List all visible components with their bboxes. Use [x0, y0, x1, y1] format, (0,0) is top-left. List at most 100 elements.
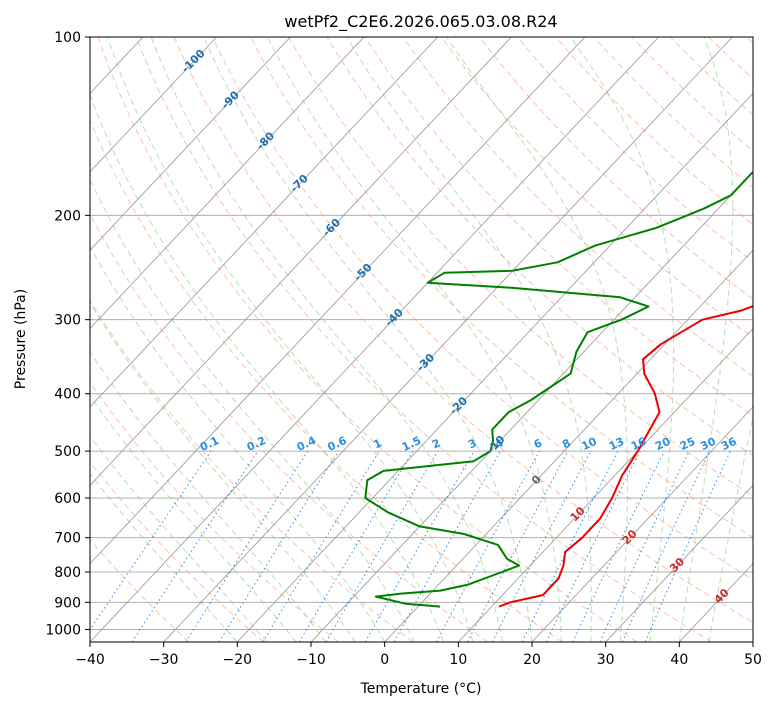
- y-tick-label: 700: [54, 531, 81, 547]
- mixing-ratio-line: [262, 450, 380, 642]
- dry-adiabat-line: [90, 538, 190, 642]
- mixing-ratio-line: [131, 450, 259, 642]
- x-tick-label: 30: [597, 652, 615, 668]
- isotherm-line: [457, 327, 753, 642]
- mixing-ratio-label: 30: [698, 435, 718, 453]
- x-tick-label: −10: [296, 652, 326, 668]
- dry-adiabat-line: [402, 37, 753, 377]
- isotherm-line: [90, 37, 660, 642]
- moist-adiabat-line: [90, 301, 356, 642]
- temperature-profile-line: [498, 305, 753, 608]
- dry-adiabat-line: [669, 37, 753, 116]
- moist-adiabat-line: [90, 394, 297, 642]
- y-tick-label: 400: [54, 387, 81, 403]
- dry-adiabat-line: [746, 37, 753, 44]
- isotherm-line: [90, 37, 291, 251]
- dry-adiabat-line: [440, 37, 753, 339]
- x-tick-label: −20: [223, 652, 253, 668]
- isotherm-line: [384, 249, 753, 642]
- moist-adiabat-line: [90, 350, 327, 642]
- x-tick-label: −40: [75, 652, 105, 668]
- mixing-ratio-line: [364, 450, 475, 642]
- isotherm-line: [310, 171, 753, 642]
- mixing-ratio-line: [90, 450, 212, 631]
- mixing-ratio-line: [545, 450, 641, 642]
- moist-adiabat-lines: [90, 37, 753, 642]
- moist-adiabat-line: [346, 37, 592, 642]
- dry-adiabat-line: [593, 37, 753, 189]
- isotherm-line: [90, 37, 512, 486]
- moist-adiabat-line: [570, 37, 675, 642]
- moist-adiabat-line: [107, 37, 474, 642]
- x-tick-label: 0: [380, 652, 389, 668]
- mixing-ratio-label: 36: [719, 435, 739, 453]
- isotherm-lines: [0, 37, 753, 642]
- mixing-ratio-label: 6: [532, 436, 545, 451]
- dry-adiabat-line: [97, 37, 638, 642]
- chart-title: wetPf2_C2E6.2026.065.03.08.R24: [284, 12, 557, 32]
- y-tick-label: 100: [54, 30, 81, 46]
- dry-adiabat-line: [250, 37, 753, 538]
- plot-frame: [89, 36, 754, 643]
- mixing-ratio-label: 20: [653, 435, 673, 453]
- x-tick-label: 10: [449, 652, 467, 668]
- mixing-ratio-line: [185, 450, 309, 642]
- dry-adiabat-line: [631, 37, 753, 152]
- dry-adiabat-line: [135, 37, 712, 642]
- x-tick-label: 20: [523, 652, 541, 668]
- isotherm-line: [90, 37, 365, 330]
- moist-adiabat-line: [90, 94, 445, 642]
- moist-adiabat-line: [90, 245, 386, 642]
- y-tick-label: 600: [54, 491, 81, 507]
- dry-adiabat-lines: [90, 37, 753, 642]
- y-axis-label: Pressure (hPa): [13, 289, 29, 389]
- dry-adiabat-line: [173, 37, 753, 624]
- dry-adiabat-line: [90, 213, 488, 642]
- isotherm-line: [236, 92, 753, 642]
- isotherm-line: [605, 484, 753, 642]
- mixing-ratio-line: [298, 450, 414, 642]
- moist-adiabat-line: [708, 414, 753, 642]
- moist-adiabat-line: [267, 37, 562, 642]
- mixing-ratio-line: [467, 450, 569, 642]
- x-tick-label: −30: [149, 652, 179, 668]
- isotherm-line: [90, 37, 439, 408]
- mixing-ratio-label: 10: [580, 435, 600, 453]
- y-axis-ticks: 100 200 300 400 500 600 700 800 900 1000: [45, 30, 90, 638]
- x-tick-label: 50: [744, 652, 762, 668]
- y-tick-label: 200: [54, 208, 81, 224]
- moist-adiabat-line: [446, 37, 628, 642]
- mixing-ratio-line: [325, 450, 439, 642]
- x-tick-label: 40: [670, 652, 688, 668]
- isotherm-line: [0, 37, 69, 642]
- y-tick-label: 300: [54, 313, 81, 329]
- mixing-ratio-label: 16: [629, 435, 649, 453]
- dry-adiabat-line: [90, 299, 414, 642]
- dry-adiabat-line: [326, 37, 753, 457]
- dry-adiabat-line: [90, 119, 563, 642]
- mixing-ratio-label: 13: [607, 435, 626, 453]
- mixing-ratio-label: 3: [466, 436, 478, 451]
- x-axis-ticks: −40 −30 −20 −10 0 10 20 30 40 50: [75, 642, 762, 668]
- mixing-ratio-lines: [90, 450, 731, 642]
- dry-adiabat-line: [708, 37, 753, 80]
- isotherm-line: [752, 641, 753, 642]
- dewpoint-profile-line: [364, 171, 753, 608]
- mixing-ratio-label: 2: [430, 436, 442, 451]
- dry-adiabat-line: [479, 37, 753, 300]
- mixing-ratio-line: [599, 450, 690, 642]
- mixing-ratio-line: [435, 450, 540, 642]
- isotherm-line: [90, 37, 586, 565]
- x-axis-label: Temperature (°C): [360, 681, 482, 697]
- mixing-ratio-line: [644, 450, 731, 642]
- dry-adiabat-line: [288, 37, 753, 497]
- dry-adiabat-line: [517, 37, 753, 263]
- mixing-ratio-line: [218, 450, 340, 642]
- isotherm-line: [90, 37, 218, 173]
- moist-adiabat-line: [150, 37, 503, 642]
- isotherm-line: [163, 37, 733, 642]
- mixing-ratio-label: 25: [678, 435, 697, 453]
- dry-adiabat-line: [555, 37, 753, 226]
- y-tick-label: 800: [54, 565, 81, 581]
